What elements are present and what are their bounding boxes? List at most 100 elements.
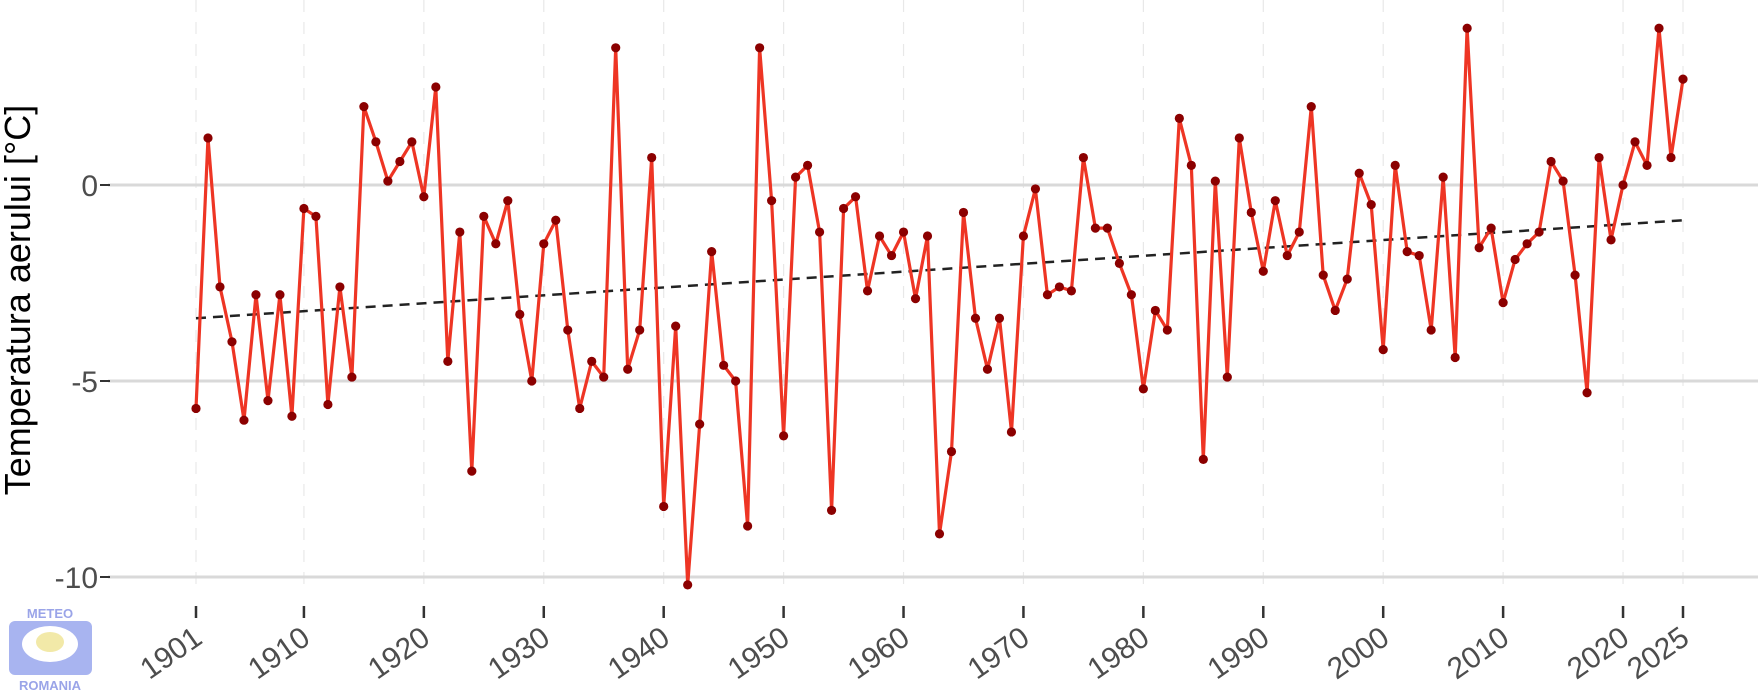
x-tick-label: 2020 bbox=[1561, 621, 1635, 686]
data-point bbox=[862, 286, 873, 296]
temperature-series-line bbox=[194, 26, 1685, 587]
data-point bbox=[287, 411, 297, 421]
data-point bbox=[1546, 156, 1556, 167]
data-point bbox=[647, 152, 657, 163]
data-point bbox=[1246, 207, 1256, 218]
data-point bbox=[767, 196, 777, 206]
data-point bbox=[215, 282, 225, 292]
x-tick-label: 1970 bbox=[962, 621, 1036, 686]
data-point bbox=[659, 501, 669, 512]
data-point bbox=[946, 446, 957, 457]
data-point bbox=[1138, 384, 1148, 394]
data-point bbox=[1150, 305, 1160, 316]
data-point bbox=[1654, 23, 1664, 33]
data-point bbox=[575, 403, 585, 414]
data-point bbox=[539, 239, 549, 249]
x-tick-label: 1990 bbox=[1202, 621, 1276, 686]
data-point bbox=[1570, 270, 1580, 280]
data-point bbox=[587, 356, 597, 366]
data-point bbox=[1330, 305, 1340, 316]
data-point bbox=[275, 290, 285, 300]
data-point bbox=[707, 247, 717, 257]
logo-top-text: METEO bbox=[27, 606, 73, 621]
data-point bbox=[443, 356, 453, 366]
data-point bbox=[1522, 239, 1532, 249]
data-point bbox=[383, 176, 393, 186]
data-point bbox=[671, 321, 681, 331]
data-point bbox=[814, 227, 825, 237]
data-point bbox=[934, 529, 945, 539]
data-point bbox=[1402, 247, 1412, 257]
data-point bbox=[191, 403, 201, 414]
data-point bbox=[1258, 266, 1268, 276]
data-point bbox=[239, 415, 249, 425]
data-point bbox=[1462, 23, 1472, 33]
data-point bbox=[359, 102, 369, 112]
data-point bbox=[203, 133, 213, 143]
data-point bbox=[1126, 290, 1136, 300]
data-point bbox=[1174, 113, 1184, 123]
data-point bbox=[695, 419, 705, 429]
data-point bbox=[970, 313, 981, 323]
data-point bbox=[1582, 388, 1592, 398]
data-point bbox=[1390, 160, 1400, 170]
data-point bbox=[263, 396, 273, 406]
data-point bbox=[1498, 298, 1508, 308]
data-point bbox=[479, 211, 489, 221]
data-point bbox=[1486, 223, 1496, 233]
data-point bbox=[1414, 250, 1424, 261]
data-point bbox=[994, 313, 1005, 323]
data-point bbox=[1594, 152, 1604, 163]
x-tick-label: 1940 bbox=[602, 621, 676, 686]
logo-sun-icon bbox=[36, 632, 64, 652]
data-point bbox=[1186, 160, 1196, 170]
data-point bbox=[886, 250, 897, 261]
data-point bbox=[407, 137, 417, 147]
data-point bbox=[1426, 325, 1436, 335]
data-point bbox=[1294, 227, 1304, 237]
data-point bbox=[623, 364, 633, 374]
data-point bbox=[503, 196, 513, 206]
data-point bbox=[1270, 196, 1280, 206]
data-point bbox=[850, 192, 861, 202]
trend-line-path bbox=[195, 219, 1684, 320]
logo-bottom-text: ROMANIA bbox=[19, 678, 82, 693]
x-tick-label: 1930 bbox=[482, 621, 556, 686]
data-point bbox=[1234, 133, 1244, 143]
data-point bbox=[1222, 372, 1232, 382]
data-point bbox=[719, 360, 729, 370]
x-tick-label: 2010 bbox=[1442, 621, 1516, 686]
data-point bbox=[1510, 254, 1520, 265]
data-point bbox=[311, 211, 321, 221]
y-tick-label: -10 bbox=[55, 562, 98, 595]
data-point bbox=[1630, 137, 1640, 147]
data-point bbox=[227, 337, 237, 347]
data-point bbox=[455, 227, 465, 237]
data-point bbox=[802, 160, 813, 170]
data-point bbox=[1534, 227, 1544, 237]
data-point bbox=[635, 325, 645, 335]
trend-line bbox=[195, 219, 1684, 320]
data-point bbox=[1162, 325, 1172, 335]
data-point bbox=[1018, 231, 1029, 241]
meteo-romania-logo: METEO ROMANIA bbox=[9, 606, 92, 693]
data-point bbox=[1558, 176, 1568, 186]
data-point bbox=[1450, 352, 1460, 363]
data-point bbox=[1282, 250, 1292, 261]
data-point bbox=[1102, 223, 1112, 233]
y-tick-label: -5 bbox=[71, 366, 98, 399]
data-point bbox=[1318, 270, 1328, 280]
x-tick-label: 2025 bbox=[1621, 621, 1695, 686]
data-point bbox=[491, 239, 501, 249]
data-point bbox=[910, 294, 921, 304]
data-point bbox=[431, 82, 441, 92]
data-point bbox=[779, 431, 789, 441]
data-point bbox=[838, 203, 849, 214]
data-point bbox=[1342, 274, 1352, 284]
data-point bbox=[1438, 172, 1448, 182]
data-point bbox=[251, 290, 261, 300]
data-point bbox=[395, 156, 405, 167]
y-tick-label: 0 bbox=[81, 170, 98, 203]
data-point bbox=[1366, 200, 1376, 210]
